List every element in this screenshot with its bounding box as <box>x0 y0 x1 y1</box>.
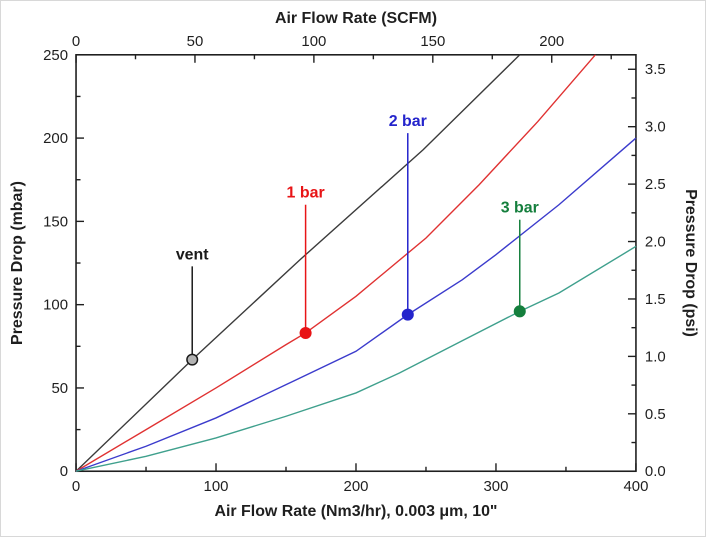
y-axis-tick-label: 0 <box>60 463 68 480</box>
right-axis-tick-label: 2.0 <box>645 234 666 251</box>
right-axis-title: Pressure Drop (psi) <box>682 189 699 337</box>
top-axis-tick-label: 100 <box>301 33 326 50</box>
marker-2-bar <box>401 308 414 321</box>
y-axis-tick-label: 150 <box>43 213 68 230</box>
annotation-label-1-bar: 1 bar <box>287 185 325 202</box>
right-axis-tick-label: 2.5 <box>645 176 666 193</box>
right-axis-tick-label: 0.0 <box>645 463 666 480</box>
annotation-label-2-bar: 2 bar <box>389 113 427 130</box>
right-axis-tick-label: 1.0 <box>645 348 666 365</box>
right-axis-tick-label: 3.0 <box>645 119 666 136</box>
x-axis-tick-label: 0 <box>72 478 80 495</box>
marker-1-bar <box>299 326 312 340</box>
y-axis-tick-label: 100 <box>43 297 68 314</box>
annotation-label-vent: vent <box>176 246 209 263</box>
marker-vent <box>186 353 199 366</box>
series-line-3-bar <box>75 245 637 472</box>
top-axis-title: Air Flow Rate (SCFM) <box>275 10 437 27</box>
marker-3-bar <box>513 305 526 318</box>
series-line-vent <box>75 54 521 472</box>
right-axis-tick-label: 1.5 <box>645 291 666 308</box>
top-axis-tick-label: 200 <box>539 33 564 50</box>
x-axis-tick-label: 300 <box>483 478 508 495</box>
x-axis-tick-label: 100 <box>204 478 229 495</box>
y-axis-tick-label: 200 <box>43 130 68 147</box>
plot-border <box>75 54 637 473</box>
top-axis-tick-label: 50 <box>187 33 204 50</box>
y-axis-tick-label: 50 <box>51 380 68 397</box>
top-axis-tick-label: 0 <box>72 33 80 50</box>
y-axis-tick-label: 250 <box>43 47 68 64</box>
annotation-label-3-bar: 3 bar <box>501 200 539 217</box>
x-axis-tick-label: 400 <box>623 478 648 495</box>
right-axis-tick-label: 0.5 <box>645 406 666 423</box>
series-line-2-bar <box>75 137 637 472</box>
top-axis-tick-label: 150 <box>420 33 445 50</box>
x-axis-tick-label: 200 <box>344 478 369 495</box>
right-axis-tick-label: 3.5 <box>645 61 666 78</box>
series-line-1-bar <box>75 54 596 472</box>
x-axis-title: Air Flow Rate (Nm3/hr), 0.003 μm, 10" <box>214 503 497 520</box>
y-axis-title: Pressure Drop (mbar) <box>9 181 26 345</box>
